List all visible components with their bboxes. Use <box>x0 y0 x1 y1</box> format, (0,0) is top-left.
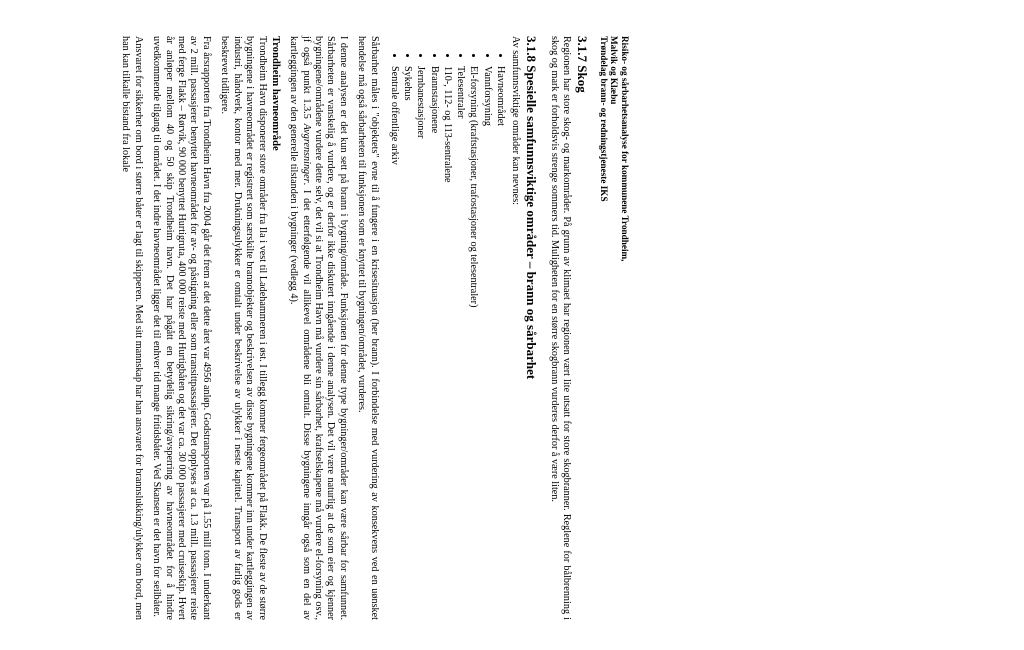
havn-p1: Trondheim Havn disponerer store områder … <box>218 36 268 620</box>
header-line-2: Malvik og Klæbu <box>609 36 620 620</box>
havn-p3: Ansvaret for sikkerhet om bord i større … <box>119 36 144 620</box>
p3-italic: Avgrensninger <box>301 124 312 183</box>
header-line-1: Risiko- og sårbarhetsanalyse for kommune… <box>619 36 630 620</box>
list-item: Jernbanestasjoner <box>414 66 427 620</box>
section-317-title: 3.1.7 Skog <box>574 36 590 620</box>
list-item: El-forsyning (kraftstasjoner, trafostasj… <box>467 66 480 620</box>
list-item: Havneområdet <box>494 66 507 620</box>
section-317-paragraph: Regionen har store skog- og markområder.… <box>547 36 572 620</box>
list-item: Sykehus <box>401 66 414 620</box>
section-318-p2: Sårbarhet måles i "objektets" evne til å… <box>355 36 380 620</box>
list-item: Telesentraler <box>454 66 467 620</box>
subsection-havn-title: Trondheim havneområde <box>270 36 281 620</box>
document-page: Risiko- og sårbarhetsanalyse for kommune… <box>0 0 650 650</box>
important-areas-list: Havneområdet Vannforsyning El-forsyning … <box>388 36 507 620</box>
list-item: Sentrale offentlige arkiv <box>388 66 401 620</box>
list-item: 110-, 112- og 113-sentralene <box>441 66 454 620</box>
havn-p2: Fra årsrapporten fra Trondheim Havn fra … <box>150 36 212 620</box>
section-318-p3: I denne analysen er det kun sett på bran… <box>287 36 349 620</box>
header-line-3: Trøndelag brann- og redningstjeneste IKS <box>598 36 609 620</box>
list-item: Vannforsyning <box>480 66 493 620</box>
list-item: Brannstasjonene <box>427 66 440 620</box>
section-318-title: 3.1.8 Spesielle samfunnsviktige områder … <box>523 36 539 620</box>
section-318-intro: Av samfunnsviktige områder kan nevnes: <box>509 36 521 620</box>
page-header: Risiko- og sårbarhetsanalyse for kommune… <box>598 36 630 620</box>
